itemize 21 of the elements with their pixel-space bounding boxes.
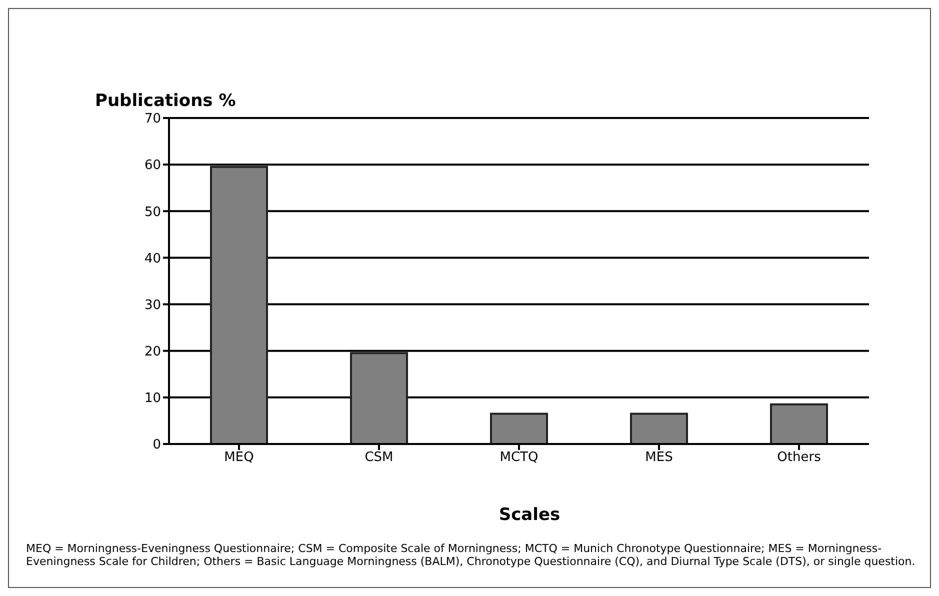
y-tick-label: 20 (144, 344, 161, 360)
bar (770, 403, 828, 444)
y-tick-label: 0 (152, 438, 161, 453)
text: MEQ = Morningness-Eveningness Questionnaire; CSM = Composite Scale of Morningness; MCTQ = Munich Chronotype Questionnaire; MES = Morningness-Eveningness Scale for Children; Others = Basic Language Morningness (BALM), Chronotype Questionnaire (CQ), and Diurnal Type Scale (DTS), or single question. (26, 542, 916, 568)
y-tick-label: 30 (144, 298, 161, 313)
y-tick-label: 70 (144, 112, 161, 127)
x-tick-label: MEQ (224, 450, 254, 466)
y-tick-label: 10 (144, 391, 161, 406)
bar (350, 352, 408, 444)
y-tick-label: 40 (144, 251, 161, 266)
bar (490, 412, 548, 444)
x-tick-label: MES (645, 450, 673, 466)
x-tick-label: Others (777, 450, 822, 466)
bar (630, 412, 688, 444)
x-axis-title: Scales (498, 505, 562, 525)
y-tick-label: 50 (144, 204, 161, 220)
x-tick-label: CSM (364, 450, 394, 466)
x-tick-label: MCTQ (500, 450, 538, 466)
bar (210, 166, 268, 444)
y-tick-label: 60 (144, 158, 161, 174)
y-axis-title: Publications % (95, 91, 236, 111)
